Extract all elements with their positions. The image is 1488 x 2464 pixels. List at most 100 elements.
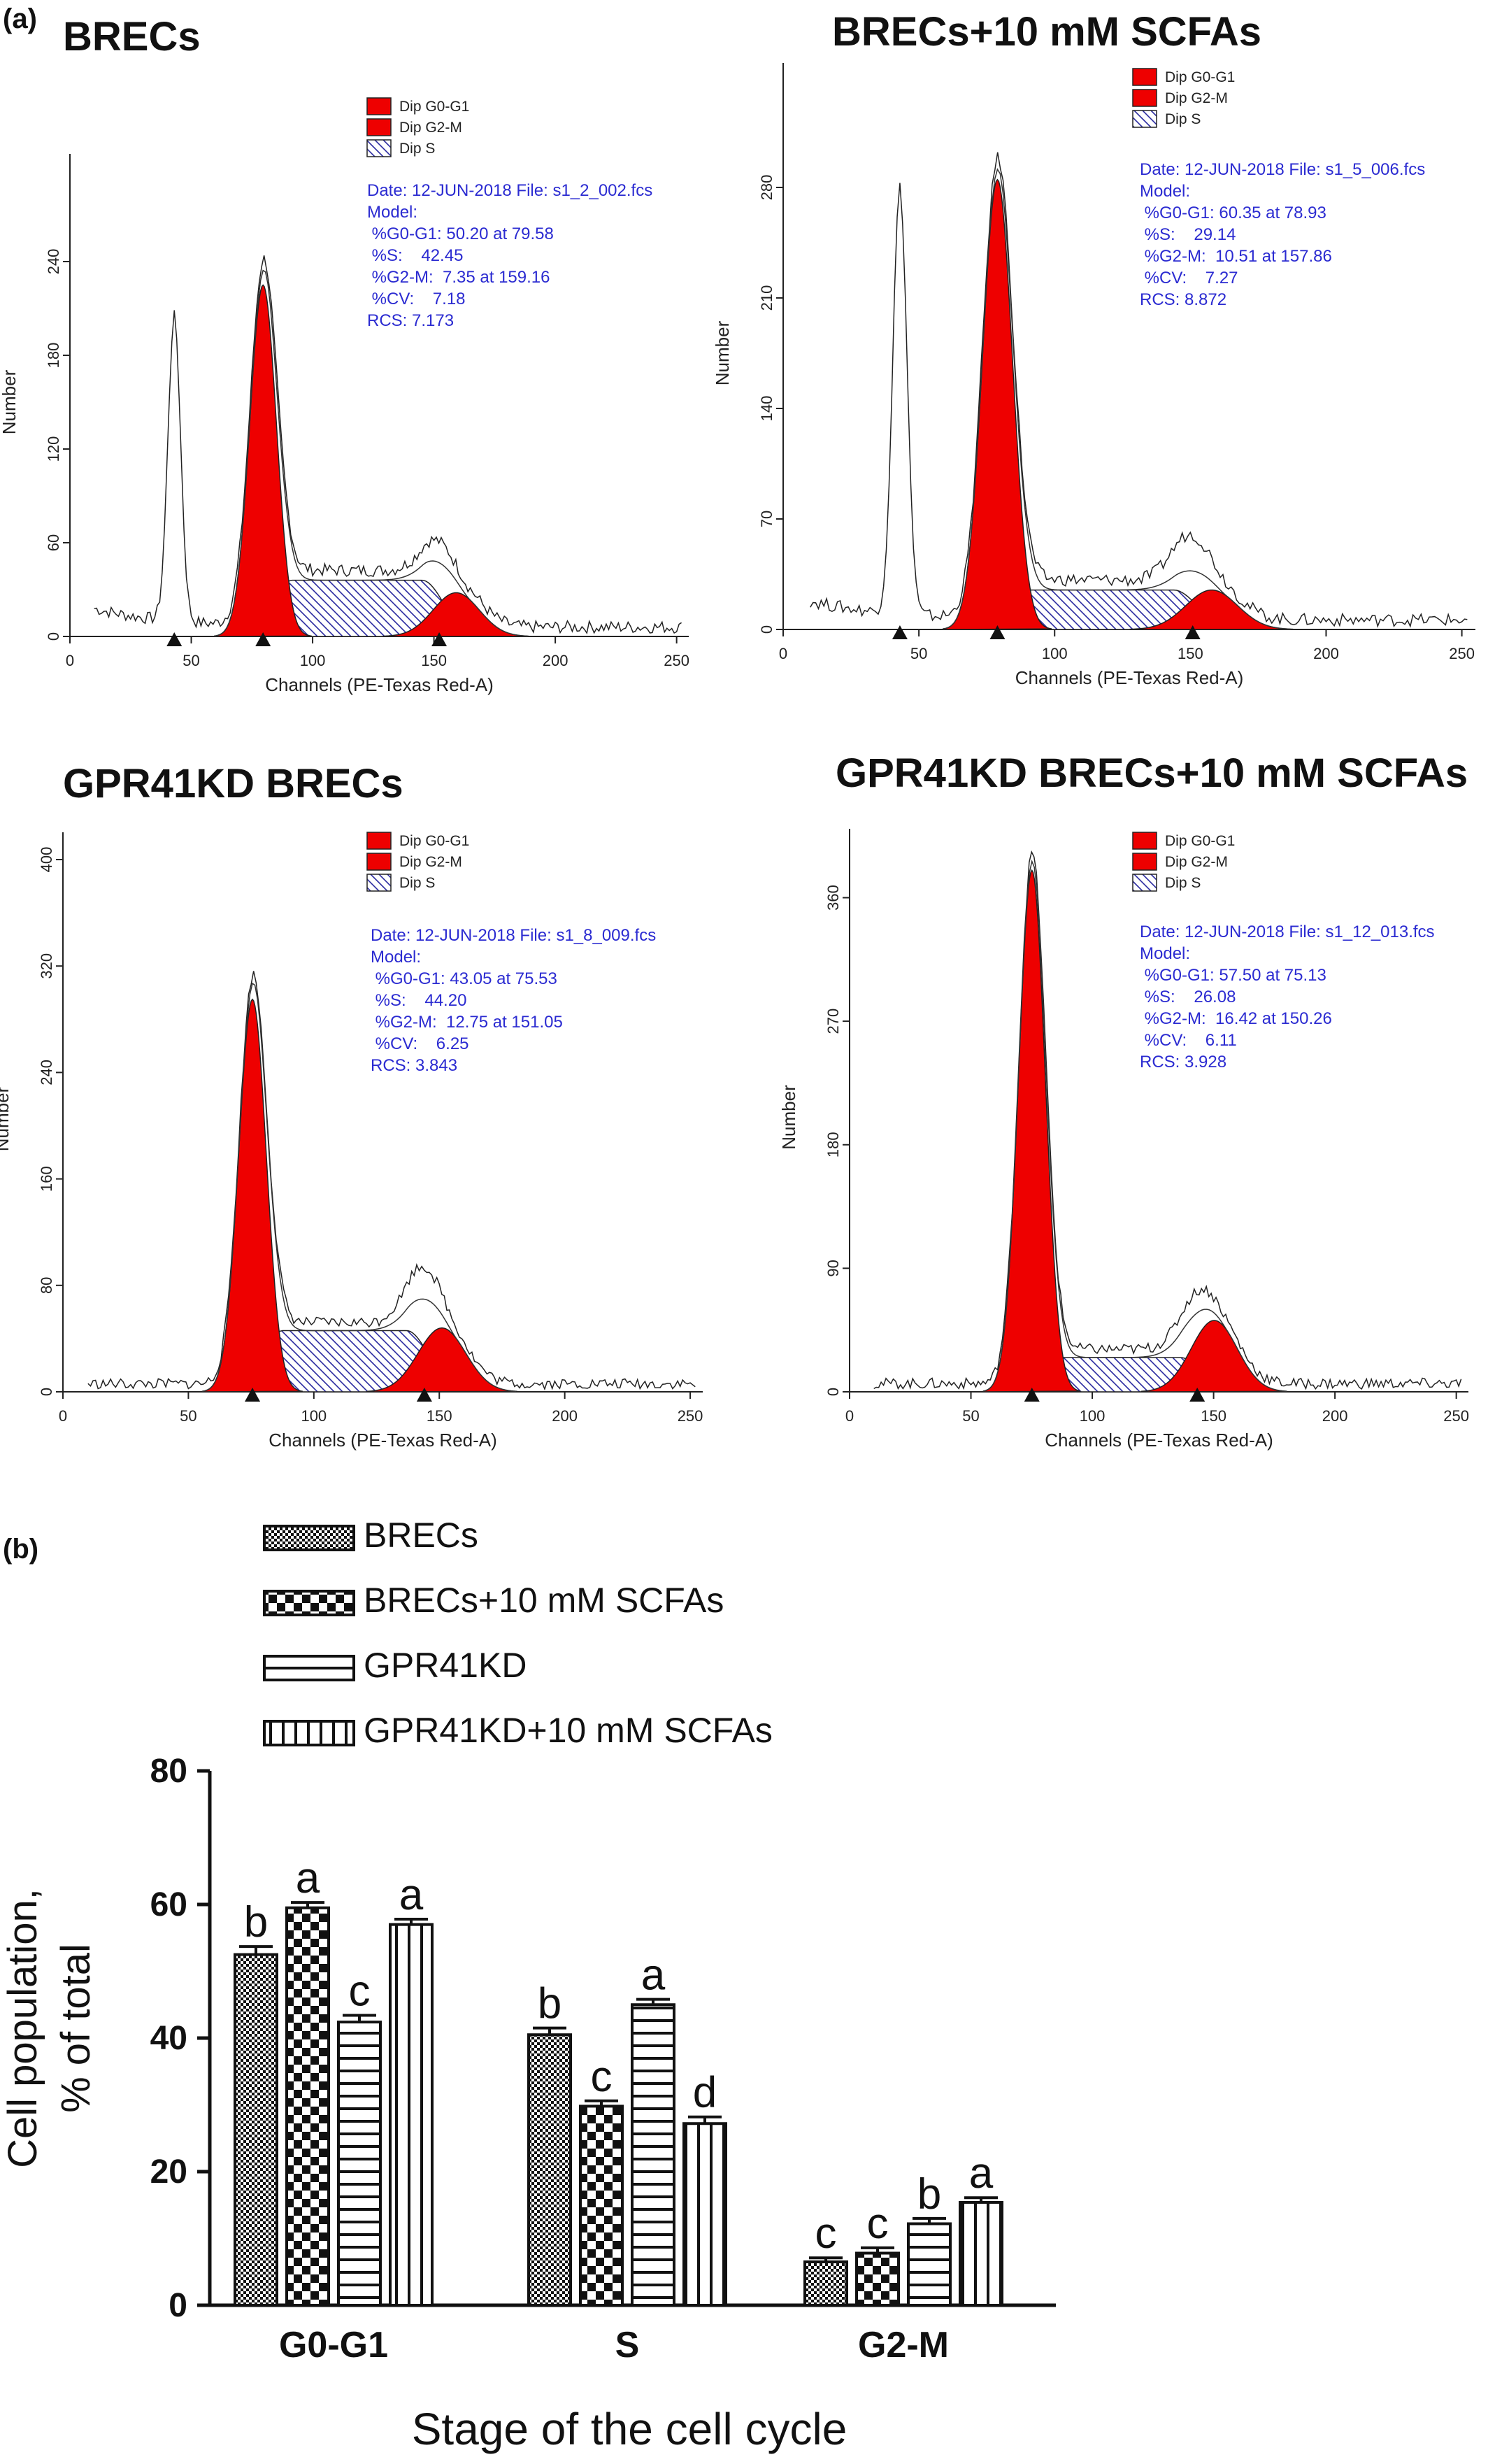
raw-histogram-trace	[873, 850, 1462, 1390]
y-tick-label: 70	[758, 511, 775, 527]
x-tick-label: 50	[180, 1407, 196, 1425]
raw-histogram-trace	[810, 152, 1468, 628]
bar-y-tick-label: 40	[150, 2020, 187, 2057]
stats-line: Date: 12-JUN-2018 File: s1_8_009.fcs	[371, 926, 656, 945]
x-tick-label: 250	[678, 1407, 703, 1425]
histogram-title-1: BRECs	[63, 14, 201, 59]
y-tick-label: 270	[824, 1009, 842, 1034]
significance-letter: b	[538, 1980, 561, 2028]
legend-label: Dip S	[1165, 111, 1201, 127]
legend-label: Dip G0-G1	[399, 833, 469, 849]
bar-y-tick-label: 80	[150, 1753, 187, 1790]
stats-line: %S: 26.08	[1140, 988, 1236, 1006]
stats-line: %G2-M: 12.75 at 151.05	[371, 1013, 563, 1032]
legend-swatch	[366, 874, 392, 892]
histogram-panel-3: 0 50 100 150 200 250 0 80 160 240 320 400 Channels (…	[0, 832, 703, 1451]
significance-letter: c	[815, 2209, 837, 2258]
y-tick-label: 90	[824, 1260, 842, 1276]
x-tick-label: 100	[300, 652, 326, 669]
stats-line: %CV: 6.11	[1140, 1031, 1237, 1050]
legend-label: Dip G2-M	[1165, 854, 1228, 870]
x-tick-label: 100	[301, 1407, 327, 1425]
significance-letter: c	[591, 2053, 613, 2101]
stats-line: %G0-G1: 43.05 at 75.53	[371, 969, 557, 988]
bar	[803, 2260, 848, 2307]
x-tick-label: 50	[962, 1407, 979, 1425]
bar	[285, 1906, 330, 2307]
x-tick-label: 200	[543, 652, 568, 669]
bar-x-axis-label: Stage of the cell cycle	[412, 2404, 847, 2454]
y-tick-label: 180	[824, 1132, 842, 1158]
stats-line: RCS: 3.843	[371, 1056, 457, 1075]
peak-marker	[892, 625, 908, 639]
bar	[527, 2033, 572, 2307]
bar	[337, 2021, 382, 2307]
y-tick-label: 400	[38, 847, 55, 873]
x-tick-label: 200	[552, 1407, 578, 1425]
peak-marker	[416, 1388, 432, 1402]
stats-line: %G2-M: 10.51 at 157.86	[1140, 247, 1332, 266]
histogram-panel-1: 0 50 100 150 200 250 0 60 120 180 240 Channels (PE-…	[0, 97, 689, 695]
legend-swatch	[366, 97, 392, 115]
y-tick-label: 240	[45, 249, 62, 275]
significance-letter: b	[244, 1898, 268, 1946]
significance-letter: a	[969, 2149, 994, 2198]
y-tick-label: 240	[38, 1060, 55, 1085]
legend-label: Dip G2-M	[399, 854, 462, 870]
stats-line: RCS: 7.173	[367, 311, 454, 330]
legend-swatch	[1132, 874, 1157, 892]
significance-letter: d	[693, 2069, 717, 2117]
stats-line: %S: 29.14	[1140, 225, 1236, 244]
x-axis-label: Channels (PE-Texas Red-A)	[1015, 667, 1244, 688]
histogram-panel-2: 0 50 100 150 200 250 0 70 140 210 280 Channels (PE-…	[712, 63, 1475, 688]
y-tick-label: 320	[38, 953, 55, 979]
stats-line: Model:	[367, 203, 417, 222]
legend-swatch	[366, 139, 392, 157]
x-axis-label: Channels (PE-Texas Red-A)	[269, 1430, 497, 1451]
stats-line: %CV: 7.18	[367, 290, 466, 308]
x-tick-label: 0	[66, 652, 74, 669]
significance-letter: a	[399, 1871, 424, 1919]
x-tick-label: 0	[845, 1407, 854, 1425]
stats-line: Model:	[1140, 182, 1190, 201]
legend-label: Dip G2-M	[1165, 90, 1228, 106]
peak-marker	[1024, 1388, 1040, 1402]
x-tick-label: 50	[910, 645, 927, 662]
bar-legend-label: BRECs	[364, 1516, 478, 1555]
stats-line: %CV: 6.25	[371, 1034, 469, 1053]
bar	[959, 2200, 1003, 2307]
legend-label: Dip S	[1165, 875, 1201, 891]
bar-legend-label: GPR41KD	[364, 1646, 527, 1685]
x-tick-label: 250	[1443, 1407, 1469, 1425]
x-tick-label: 150	[1201, 1407, 1226, 1425]
model-fit-envelope	[214, 269, 528, 637]
peak-marker	[1189, 1388, 1206, 1402]
raw-histogram-trace	[94, 255, 682, 635]
y-axis-label: Number	[778, 1085, 799, 1150]
stats-line: %G0-G1: 57.50 at 75.13	[1140, 966, 1326, 985]
y-tick-label: 0	[38, 1388, 55, 1396]
bar	[234, 1953, 278, 2307]
y-tick-label: 0	[824, 1388, 842, 1396]
bar	[907, 2222, 952, 2307]
histogram-title-2: BRECs+10 mM SCFAs	[832, 9, 1261, 55]
legend-swatch	[1132, 832, 1157, 850]
stats-line: %CV: 7.27	[1140, 269, 1238, 287]
legend-label: Dip G0-G1	[1165, 833, 1235, 849]
x-tick-label: 100	[1080, 1407, 1106, 1425]
legend-label: Dip G2-M	[399, 120, 462, 136]
peak-marker	[255, 632, 271, 646]
y-tick-label: 360	[824, 885, 842, 911]
stats-line: Date: 12-JUN-2018 File: s1_5_006.fcs	[1140, 160, 1425, 179]
y-tick-label: 60	[45, 534, 62, 551]
histogram-title-3: GPR41KD BRECs	[63, 761, 403, 806]
bar-legend-label: BRECs+10 mM SCFAs	[364, 1581, 724, 1620]
significance-letter: c	[349, 1967, 371, 2016]
stats-line: Date: 12-JUN-2018 File: s1_2_002.fcs	[367, 181, 652, 200]
y-tick-label: 120	[45, 436, 62, 462]
y-axis-label: Number	[0, 369, 20, 434]
model-fit-envelope	[202, 982, 516, 1393]
histogram-panel-4: 0 50 100 150 200 250 0 90 180 270 360 Channels (PE-…	[778, 829, 1469, 1451]
